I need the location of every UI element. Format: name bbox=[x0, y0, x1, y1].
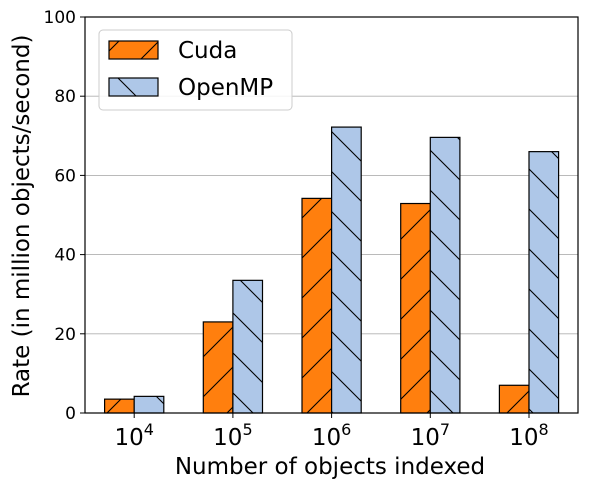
y-tick-label: 40 bbox=[54, 246, 76, 266]
legend-swatch-hatch bbox=[109, 41, 158, 59]
bar-hatch bbox=[331, 127, 362, 413]
bar-hatch bbox=[430, 137, 460, 413]
legend-swatch-hatch bbox=[109, 78, 158, 96]
bar-hatch bbox=[232, 280, 263, 413]
x-axis-title: Number of objects indexed bbox=[175, 454, 485, 480]
y-axis-title: Rate (in million objects/second) bbox=[9, 35, 35, 398]
y-tick-label: 20 bbox=[54, 325, 76, 345]
bar-openmp-4 bbox=[528, 151, 560, 414]
bar-cuda-0 bbox=[103, 398, 135, 414]
x-tick-label: 108 bbox=[509, 420, 548, 451]
bar-hatch bbox=[529, 151, 559, 413]
bar-hatch bbox=[104, 399, 135, 413]
legend-item-cuda: Cuda bbox=[108, 38, 237, 64]
bar-hatch bbox=[134, 396, 164, 413]
bar-cuda-3 bbox=[400, 202, 431, 414]
x-tick-label: 106 bbox=[312, 420, 351, 451]
y-axis: 0 20 40 60 80 100 bbox=[44, 8, 85, 424]
y-tick-label: 80 bbox=[54, 87, 76, 107]
bar-hatch bbox=[302, 198, 332, 413]
x-tick-label: 105 bbox=[213, 420, 252, 451]
bar-cuda-1 bbox=[202, 321, 234, 414]
legend-swatch-outline bbox=[108, 77, 159, 97]
bar-hatch bbox=[400, 203, 431, 413]
bar-hatch bbox=[499, 385, 529, 413]
y-tick-label: 0 bbox=[65, 404, 76, 424]
bar-hatch bbox=[203, 321, 233, 413]
bar-cuda-2 bbox=[301, 197, 333, 414]
legend-swatch-outline bbox=[108, 40, 159, 60]
x-tick-label: 104 bbox=[114, 420, 153, 451]
x-axis: 104 105 106 107 108 bbox=[114, 413, 549, 451]
legend-label: OpenMP bbox=[178, 75, 273, 101]
bar-openmp-1 bbox=[232, 279, 264, 414]
legend-item-openmp: OpenMP bbox=[108, 75, 273, 101]
bars bbox=[103, 126, 560, 414]
bar-cuda-4 bbox=[498, 384, 530, 414]
legend: Cuda OpenMP bbox=[98, 29, 293, 111]
bar-openmp-2 bbox=[331, 126, 362, 414]
bar-openmp-3 bbox=[429, 136, 461, 414]
y-tick-label: 60 bbox=[54, 166, 76, 186]
x-tick-label: 107 bbox=[411, 420, 450, 451]
legend-label: Cuda bbox=[178, 38, 237, 64]
y-tick-label: 100 bbox=[44, 8, 76, 28]
bar-openmp-0 bbox=[133, 395, 165, 414]
